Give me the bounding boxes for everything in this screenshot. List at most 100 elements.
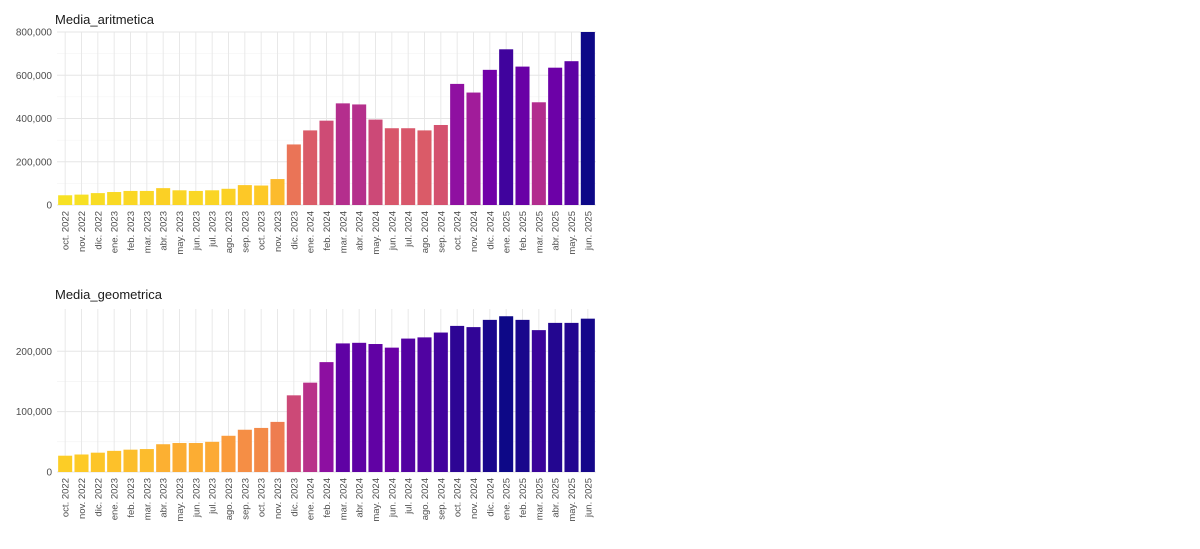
panel-mediana: Mediana050,000100,000150,000200,000250,0… — [600, 275, 1200, 549]
x-tick-label: dic. 2024 — [485, 478, 496, 517]
x-tick-label: ago. 2024 — [420, 211, 431, 253]
bar — [417, 337, 432, 472]
y-tick-label: 0 — [46, 468, 52, 479]
bar — [466, 327, 481, 472]
y-tick-label: 200,000 — [16, 347, 53, 358]
x-tick-label: jul. 2023 — [208, 211, 219, 248]
y-tick-label: 800,000 — [16, 28, 53, 39]
x-tick-label: oct. 2022 — [61, 211, 72, 250]
x-tick-label: jul. 2024 — [404, 211, 415, 248]
x-tick-label: feb. 2025 — [518, 211, 529, 251]
x-tick-label: nov. 2023 — [273, 478, 284, 519]
bar — [548, 67, 563, 206]
x-tick-label: dic. 2024 — [485, 211, 496, 250]
x-tick-label: may. 2023 — [175, 211, 186, 255]
x-tick-label: jun. 2024 — [387, 478, 398, 518]
bar — [335, 103, 350, 205]
bar — [74, 454, 89, 472]
bar — [90, 193, 105, 205]
bar — [123, 449, 138, 472]
bar — [499, 49, 514, 205]
panel-title: Media_aritmetica — [55, 12, 155, 27]
bar — [466, 92, 481, 205]
bar — [237, 185, 252, 205]
x-tick-label: mar. 2023 — [142, 211, 153, 253]
bar-series — [58, 32, 595, 206]
bar — [319, 362, 334, 472]
x-tick-label: ene. 2024 — [306, 478, 317, 520]
x-tick-label: abr. 2025 — [551, 211, 562, 251]
bar — [531, 102, 546, 205]
x-tick-label: oct. 2024 — [453, 211, 464, 250]
bar — [270, 421, 285, 472]
x-tick-label: abr. 2025 — [551, 478, 562, 518]
panel-media-geometrica: Media_geometrica 0 100,000 200,000 oct. 2022… — [16, 287, 596, 522]
x-tick-label: may. 2023 — [175, 478, 186, 522]
bar — [58, 455, 73, 472]
x-tick-label: jun. 2023 — [191, 478, 202, 518]
bar — [74, 194, 89, 205]
bar — [433, 124, 448, 205]
x-tick-label: may. 2024 — [371, 478, 382, 522]
bar — [352, 342, 367, 472]
x-tick-label: feb. 2025 — [518, 478, 529, 518]
bar — [237, 429, 252, 472]
bar — [58, 195, 73, 205]
x-tick-label: may. 2024 — [371, 211, 382, 255]
x-tick-label: nov. 2022 — [77, 478, 88, 519]
x-tick-label: ago. 2023 — [224, 478, 235, 520]
bar — [270, 179, 285, 205]
x-tick-label: feb. 2023 — [126, 211, 137, 251]
bar — [482, 69, 497, 205]
x-tick-label: abr. 2024 — [355, 478, 366, 518]
bar — [254, 185, 269, 205]
bar — [205, 441, 220, 472]
x-tick-label: mar. 2024 — [338, 478, 349, 520]
x-tick-label: dic. 2022 — [93, 478, 104, 517]
bar — [335, 343, 350, 472]
x-tick-label: nov. 2022 — [77, 211, 88, 252]
bar — [286, 144, 301, 205]
bar-series — [58, 316, 595, 472]
bar — [401, 338, 416, 472]
bar — [450, 83, 465, 205]
bar — [107, 192, 122, 205]
x-tick-label: mar. 2025 — [534, 211, 545, 253]
x-tick-label: mar. 2024 — [338, 211, 349, 253]
x-tick-label: abr. 2024 — [355, 211, 366, 251]
x-tick-label: ago. 2023 — [224, 211, 235, 253]
bar — [548, 322, 563, 472]
x-tick-label: ene. 2023 — [110, 478, 121, 520]
bar — [368, 344, 383, 472]
bar — [384, 128, 399, 205]
bar — [384, 347, 399, 472]
x-tick-label: abr. 2023 — [159, 211, 170, 251]
x-tick-label: jun. 2023 — [191, 211, 202, 251]
panel-media-aritmetica: Media_aritmetica 0 200,000 400,000 600,000 80… — [16, 12, 596, 255]
x-tick-label: may. 2025 — [567, 211, 578, 255]
x-tick-label: mar. 2023 — [142, 478, 153, 520]
x-tick-label: jun. 2024 — [387, 211, 398, 251]
x-tick-label: oct. 2022 — [61, 478, 72, 517]
x-tick-label: nov. 2023 — [273, 211, 284, 252]
x-tick-label: mar. 2025 — [534, 478, 545, 520]
bar — [499, 316, 514, 472]
y-tick-label: 100,000 — [16, 407, 53, 418]
x-tick-label: sep. 2024 — [436, 478, 447, 520]
x-tick-label: dic. 2022 — [93, 211, 104, 250]
x-tick-label: sep. 2023 — [240, 211, 251, 253]
x-tick-label: dic. 2023 — [289, 211, 300, 250]
bar — [303, 130, 318, 205]
bar — [580, 318, 595, 472]
bar — [450, 325, 465, 472]
bar — [254, 427, 269, 472]
x-tick-label: jul. 2024 — [404, 478, 415, 515]
y-tick-label: 0 — [46, 201, 52, 212]
bar — [319, 120, 334, 205]
y-tick-label: 200,000 — [16, 157, 53, 168]
y-tick-label: 600,000 — [16, 71, 53, 82]
x-tick-label: oct. 2024 — [453, 478, 464, 517]
bar — [205, 190, 220, 205]
bar — [580, 32, 595, 205]
